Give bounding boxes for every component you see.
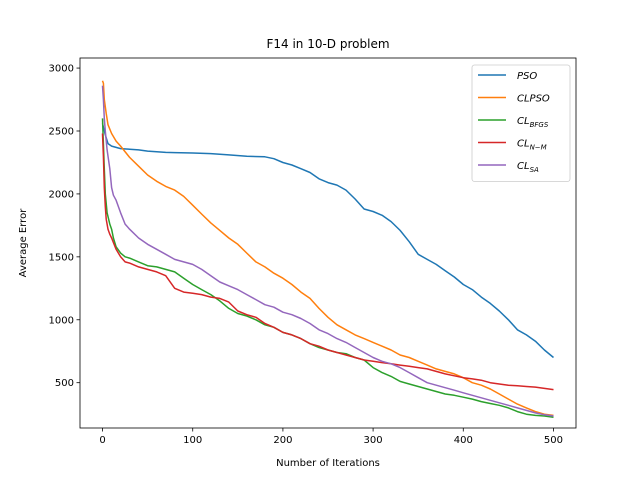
series-line-3 (101, 133, 554, 391)
x-tick-label-2: 200 (273, 435, 292, 446)
legend-label-3: CLN−M (517, 139, 547, 152)
plot-frame (79, 57, 577, 429)
series-line-1 (101, 80, 554, 417)
x-tick-label-1: 100 (183, 435, 202, 446)
y-tick-label-1: 1000 (49, 315, 74, 326)
legend-label-1: CLPSO (517, 94, 550, 105)
legend-label-0: PSO (517, 71, 537, 82)
chart-title: F14 in 10-D problem (266, 37, 389, 51)
series-line-0 (101, 123, 554, 359)
series-line-4 (101, 85, 554, 417)
x-tick-label-5: 500 (544, 435, 563, 446)
y-axis-label: Average Error (18, 208, 29, 278)
y-tick-label-4: 2500 (49, 126, 74, 137)
legend: PSO CLPSO CLBFGS CLN−M CLSA (471, 64, 571, 182)
x-tick-label-3: 300 (364, 435, 383, 446)
y-tick-label-3: 2000 (49, 189, 74, 200)
legend-label-4: CLSA (517, 161, 539, 174)
plot-area (101, 80, 554, 419)
y-tick-label-5: 3000 (49, 64, 74, 75)
x-axis-label: Number of Iterations (276, 458, 380, 469)
y-tick-label-2: 1500 (49, 252, 74, 263)
axes: 0 100 200 300 400 500 500 1000 1500 2000 2500 3000 (49, 64, 563, 446)
x-tick-label-4: 400 (454, 435, 473, 446)
legend-label-2: CLBFGS (517, 116, 549, 129)
x-tick-label-0: 0 (99, 435, 105, 446)
y-tick-label-0: 500 (55, 378, 74, 389)
legend-box (471, 64, 571, 182)
